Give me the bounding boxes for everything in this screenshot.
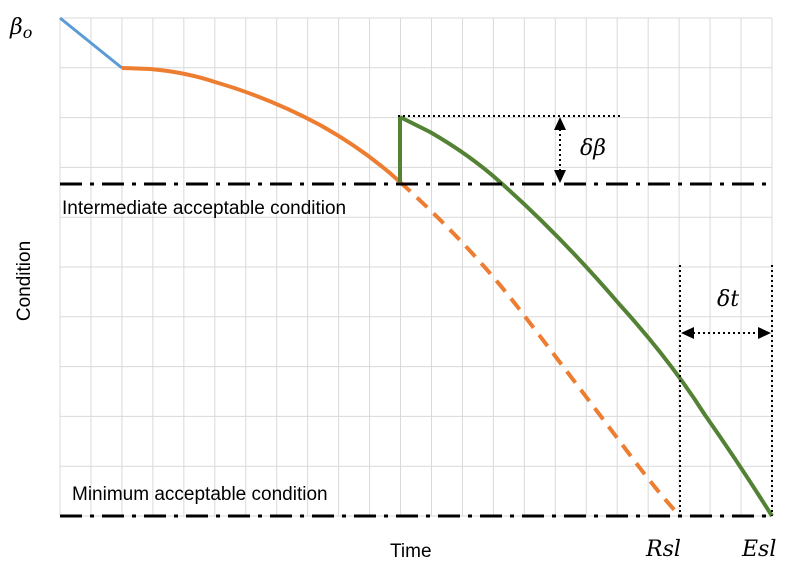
minimum-condition-label: Minimum acceptable condition [72,484,328,505]
degradation-curve-solid [121,66,402,184]
delta-beta-label: δβ [580,136,606,161]
delta-beta-arrowhead-down [554,170,566,183]
delta-t-arrowhead-right [758,327,771,339]
delta-t-arrowhead-left [681,327,694,339]
y-axis-label: Condition [14,241,35,321]
intervention-curve [399,115,774,518]
grid [59,17,773,517]
delta-beta-arrowhead-up [554,117,566,130]
rsl-label: Rsl [645,537,681,562]
x-axis-label: Time [390,541,432,562]
degradation-curve-dashed [398,180,682,518]
delta-t-label: δt [717,287,739,312]
initial-degradation-line [59,16,123,70]
beta-o-label: βo [9,15,32,42]
esl-label: Esl [741,537,776,562]
intermediate-condition-label: Intermediate acceptable condition [62,198,346,219]
